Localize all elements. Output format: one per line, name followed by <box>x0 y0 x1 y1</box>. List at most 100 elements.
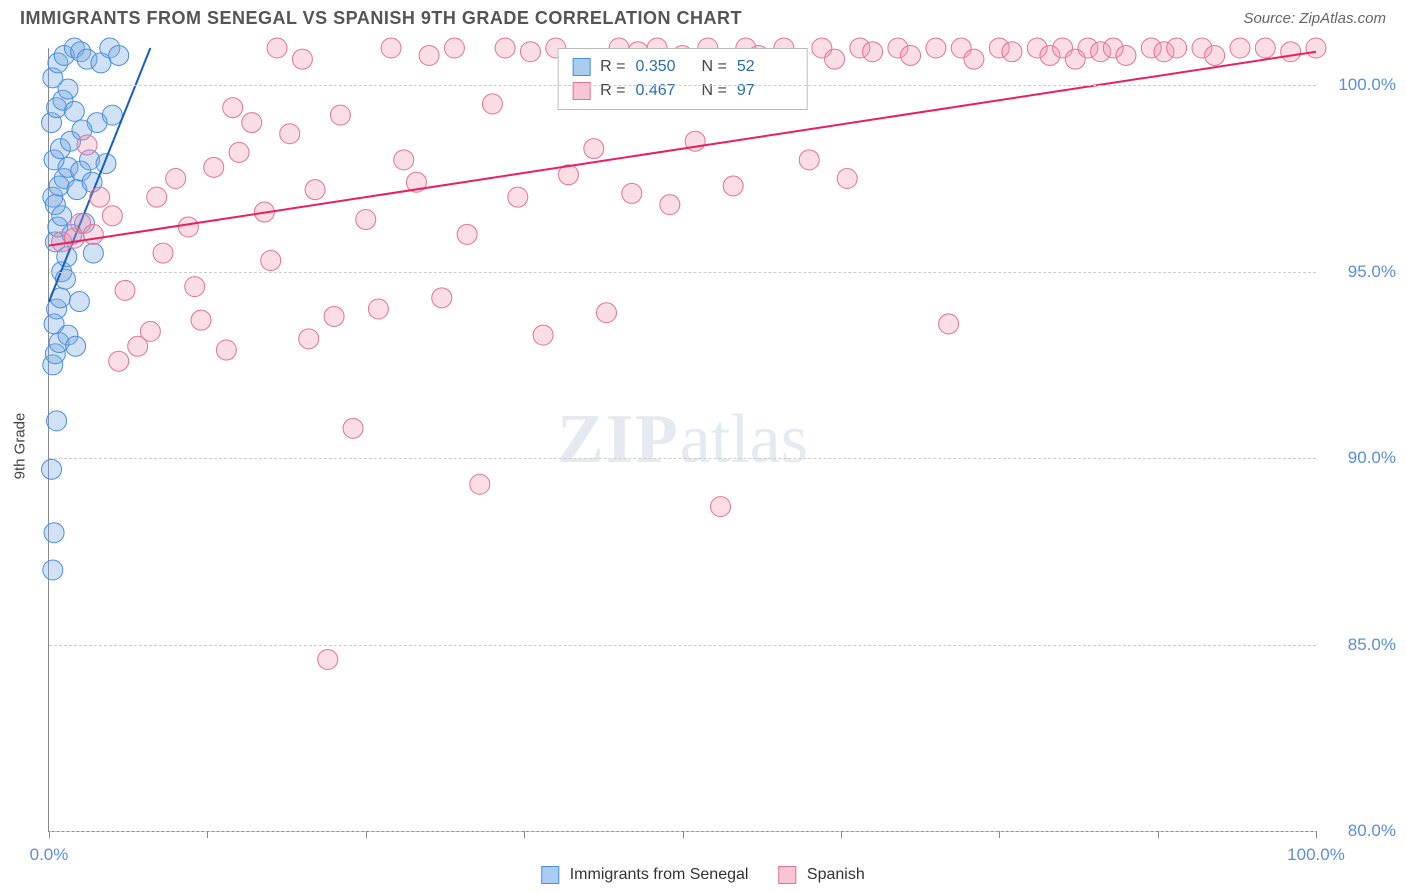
data-point <box>229 142 249 162</box>
gridline <box>49 458 1316 459</box>
series-legend: Immigrants from Senegal Spanish <box>541 866 864 884</box>
data-point <box>102 206 122 226</box>
x-tick <box>1316 831 1317 838</box>
data-point <box>147 187 167 207</box>
legend-label-spanish: Spanish <box>807 866 865 883</box>
data-point <box>1116 45 1136 65</box>
data-point <box>102 105 122 125</box>
data-point <box>495 38 515 58</box>
data-point <box>280 124 300 144</box>
data-point <box>43 560 63 580</box>
data-point <box>711 497 731 517</box>
x-tick <box>683 831 684 838</box>
data-point <box>299 329 319 349</box>
data-point <box>44 523 64 543</box>
gridline <box>49 645 1316 646</box>
data-point <box>470 474 490 494</box>
y-axis-label: 9th Grade <box>12 413 29 480</box>
data-point <box>837 169 857 189</box>
r-value-senegal: 0.350 <box>636 55 692 79</box>
data-point <box>1281 42 1301 62</box>
gridline <box>49 85 1316 86</box>
data-point <box>140 321 160 341</box>
data-point <box>457 224 477 244</box>
data-point <box>261 251 281 271</box>
x-tick <box>49 831 50 838</box>
data-point <box>330 105 350 125</box>
data-point <box>723 176 743 196</box>
data-point <box>356 210 376 230</box>
data-point <box>292 49 312 69</box>
legend-label-senegal: Immigrants from Senegal <box>570 866 749 883</box>
x-tick <box>841 831 842 838</box>
data-point <box>45 195 65 215</box>
data-point <box>799 150 819 170</box>
y-tick-label: 90.0% <box>1326 448 1396 468</box>
data-point <box>83 243 103 263</box>
data-point <box>216 340 236 360</box>
n-value-senegal: 52 <box>737 55 793 79</box>
x-tick <box>524 831 525 838</box>
data-point <box>153 243 173 263</box>
data-point <box>178 217 198 237</box>
legend-row-spanish: R = 0.467 N = 97 <box>572 79 793 103</box>
data-point <box>520 42 540 62</box>
x-tick <box>207 831 208 838</box>
data-point <box>47 411 67 431</box>
legend-row-senegal: R = 0.350 N = 52 <box>572 55 793 79</box>
data-point <box>394 150 414 170</box>
y-tick-label: 85.0% <box>1326 635 1396 655</box>
data-point <box>109 351 129 371</box>
chart-title: IMMIGRANTS FROM SENEGAL VS SPANISH 9TH G… <box>20 8 742 29</box>
y-tick-label: 95.0% <box>1326 262 1396 282</box>
x-tick <box>366 831 367 838</box>
source-label: Source: ZipAtlas.com <box>1243 10 1386 27</box>
data-point <box>77 135 97 155</box>
data-point <box>901 45 921 65</box>
data-point <box>939 314 959 334</box>
legend-item-spanish: Spanish <box>778 866 864 884</box>
correlation-legend: R = 0.350 N = 52 R = 0.467 N = 97 <box>557 48 808 110</box>
data-point <box>444 38 464 58</box>
data-point <box>115 280 135 300</box>
data-point <box>596 303 616 323</box>
data-point <box>109 45 129 65</box>
x-tick <box>1158 831 1159 838</box>
r-value-spanish: 0.467 <box>636 79 692 103</box>
data-point <box>964 49 984 69</box>
data-point <box>1255 38 1275 58</box>
data-point <box>368 299 388 319</box>
data-point <box>318 649 338 669</box>
y-tick-label: 80.0% <box>1326 821 1396 841</box>
x-tick-label: 0.0% <box>30 845 69 865</box>
header: IMMIGRANTS FROM SENEGAL VS SPANISH 9TH G… <box>0 0 1406 33</box>
data-point <box>242 113 262 133</box>
data-point <box>533 325 553 345</box>
data-point <box>1002 42 1022 62</box>
data-point <box>66 336 86 356</box>
data-point <box>660 195 680 215</box>
y-tick-label: 100.0% <box>1326 75 1396 95</box>
x-tick <box>999 831 1000 838</box>
gridline <box>49 272 1316 273</box>
data-point <box>1167 38 1187 58</box>
data-point <box>584 139 604 159</box>
data-point <box>305 180 325 200</box>
data-point <box>83 224 103 244</box>
data-point <box>825 49 845 69</box>
legend-item-senegal: Immigrants from Senegal <box>541 866 748 884</box>
data-point <box>191 310 211 330</box>
chart-plot-area: ZIPatlas R = 0.350 N = 52 R = 0.467 N = … <box>48 48 1316 832</box>
data-point <box>42 459 62 479</box>
swatch-senegal <box>572 58 590 76</box>
data-point <box>419 45 439 65</box>
data-point <box>508 187 528 207</box>
data-point <box>1306 38 1326 58</box>
data-point <box>166 169 186 189</box>
data-point <box>90 187 110 207</box>
legend-swatch-spanish <box>778 866 796 884</box>
data-point <box>185 277 205 297</box>
x-tick-label: 100.0% <box>1287 845 1345 865</box>
data-point <box>324 306 344 326</box>
n-value-spanish: 97 <box>737 79 793 103</box>
